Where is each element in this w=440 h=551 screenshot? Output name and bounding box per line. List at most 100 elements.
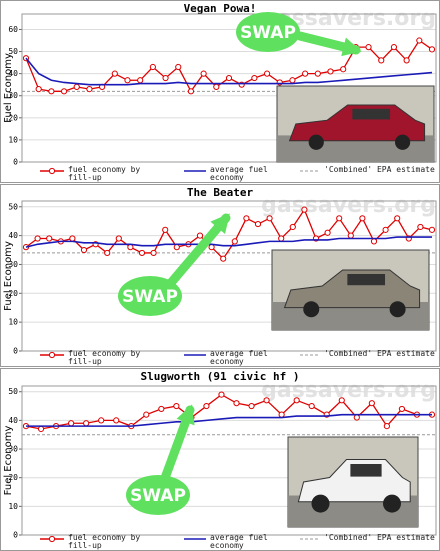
data-point (403, 57, 410, 64)
legend-label: 'Combined' EPA estimate (324, 165, 435, 174)
data-point (340, 66, 347, 73)
swap-arrowhead (341, 37, 362, 57)
y-tick-label: 30 (8, 260, 18, 269)
data-point (220, 255, 227, 262)
car-photo (276, 85, 435, 163)
data-point (428, 46, 436, 53)
data-point (353, 414, 360, 421)
data-point (359, 215, 366, 222)
legend-label: average fuel economy (210, 533, 268, 550)
data-point (278, 235, 285, 242)
data-point (347, 232, 354, 239)
data-point (98, 417, 105, 424)
car-wheel (383, 494, 401, 513)
data-point (137, 77, 144, 84)
data-point (225, 74, 233, 82)
data-point (266, 215, 273, 222)
data-point (124, 77, 131, 84)
data-point (338, 397, 345, 404)
data-point (162, 74, 169, 82)
y-tick-label: 0 (13, 158, 18, 167)
y-tick-label: 50 (8, 387, 18, 396)
y-tick-label: 50 (8, 47, 18, 56)
swap-arrow (165, 213, 231, 289)
y-axis-label: Fuel Economy (3, 53, 14, 123)
data-point (378, 57, 385, 64)
data-point (416, 37, 423, 44)
legend-label: average fuel economy (210, 165, 268, 182)
y-tick-label: 20 (8, 289, 18, 298)
chart: Slugworth (91 civic hf )gassavers.org Fue… (0, 368, 440, 551)
data-point (254, 220, 262, 228)
data-point (150, 249, 157, 257)
data-point (68, 420, 75, 427)
data-point (173, 402, 180, 410)
data-point (302, 70, 309, 77)
plot-frame (21, 385, 437, 536)
data-point (383, 423, 390, 430)
data-point (83, 420, 90, 427)
y-tick-label: 0 (13, 531, 18, 540)
y-tick-label: 40 (8, 231, 18, 240)
data-point (293, 397, 300, 404)
data-point (104, 249, 111, 257)
y-tick-label: 60 (8, 25, 18, 34)
data-point (48, 88, 55, 95)
data-point (394, 215, 401, 222)
data-point (417, 223, 424, 231)
car-wheel (303, 301, 320, 318)
chart-panel: Vegan Powa! gassavers.org Fuel Economy 0 10 2… (0, 0, 440, 183)
data-point (289, 223, 296, 231)
swap-arrowhead (176, 404, 195, 426)
data-point (336, 215, 343, 222)
data-point (158, 405, 165, 413)
y-tick-label: 50 (8, 202, 18, 211)
data-point (149, 63, 156, 71)
data-point (111, 70, 118, 77)
series-line (26, 413, 432, 427)
data-point (80, 246, 88, 254)
plot-frame (21, 13, 437, 163)
swap-blob (236, 12, 300, 52)
data-point (428, 226, 436, 233)
data-point (175, 63, 182, 71)
data-point (289, 77, 296, 84)
data-point (208, 244, 215, 251)
data-point (138, 249, 146, 257)
legend-label: fuel economy by fill-up (68, 533, 141, 550)
series-line (25, 236, 432, 248)
series-line (25, 57, 433, 86)
car-wheel (308, 134, 324, 150)
car-photo (271, 249, 430, 331)
swap-arrowhead (210, 213, 230, 234)
data-point (301, 206, 308, 213)
data-point (34, 235, 41, 242)
y-tick-label: 10 (8, 318, 18, 327)
watermark: gassavers.org (261, 193, 436, 218)
data-point (382, 226, 389, 233)
chart-title: The Beater (187, 186, 254, 199)
data-point (46, 235, 53, 242)
car-window (350, 464, 382, 477)
data-point (365, 44, 372, 51)
data-point (213, 83, 220, 90)
data-point (327, 68, 334, 75)
data-point (162, 226, 169, 233)
watermark: gassavers.org (261, 378, 436, 403)
data-point (127, 244, 134, 251)
y-tick-label: 0 (13, 347, 18, 356)
data-point (143, 411, 150, 418)
car-wheel (311, 494, 330, 513)
data-point (263, 70, 271, 77)
car-body (288, 104, 426, 142)
y-tick-label: 40 (8, 416, 18, 425)
data-point (113, 417, 120, 424)
data-point (231, 238, 238, 245)
legend-marker (48, 167, 56, 175)
car-window (347, 274, 386, 286)
data-point (115, 235, 122, 242)
y-axis-label: Fuel Economy (3, 426, 14, 496)
y-tick-label: 30 (8, 445, 18, 454)
y-tick-label: 20 (8, 113, 18, 122)
